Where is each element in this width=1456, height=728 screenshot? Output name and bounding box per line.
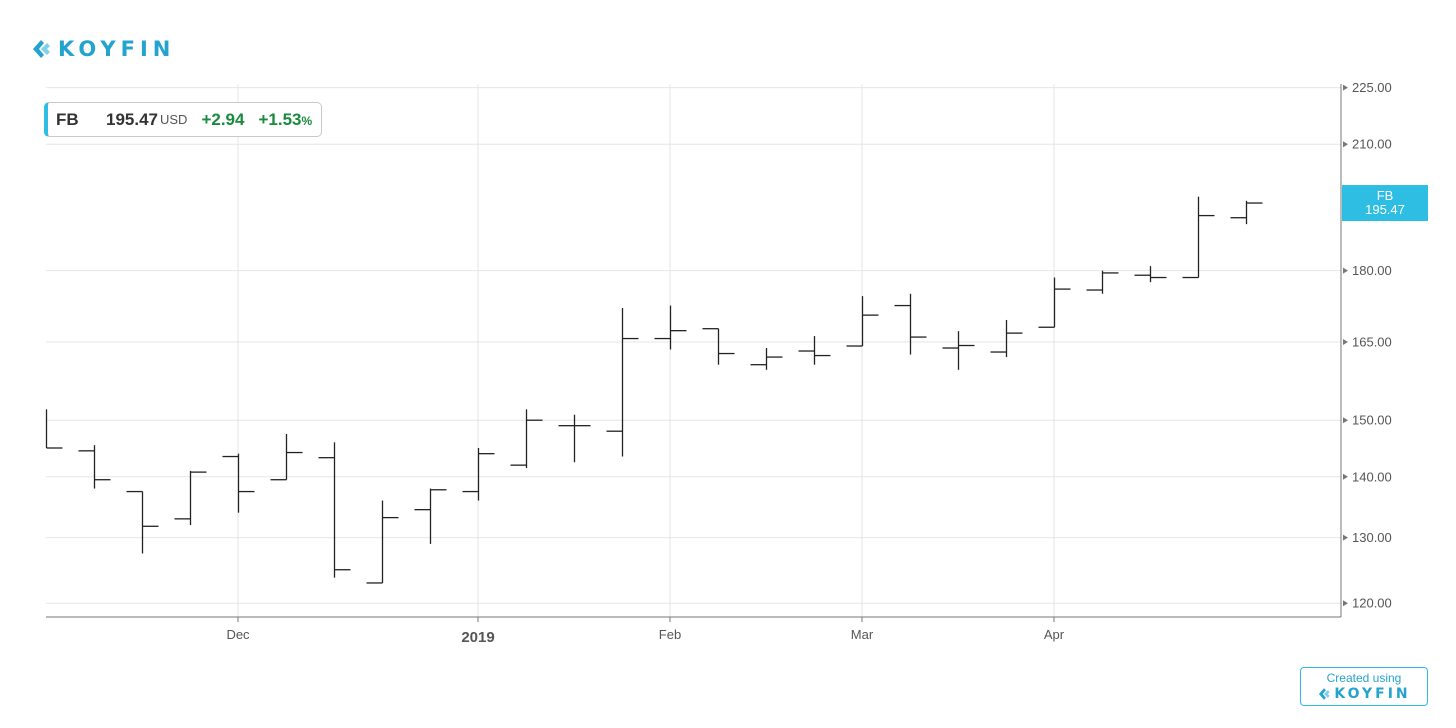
credit-logo: KOYFIN xyxy=(1301,686,1427,702)
y-tick-label: 140.00 xyxy=(1352,469,1392,484)
ohlc-bar xyxy=(558,414,591,463)
y-tick-arrow xyxy=(1343,141,1348,148)
x-tick-label: Mar xyxy=(851,627,874,642)
ohlc-bar xyxy=(222,453,255,513)
credit-logo-text: KOYFIN xyxy=(1334,686,1411,702)
koyfin-logo-icon xyxy=(33,40,50,58)
y-tick-arrow xyxy=(1343,534,1348,541)
x-tick-label: 2019 xyxy=(461,629,494,646)
quote-ticker: FB xyxy=(56,109,79,129)
koyfin-logo: KOYFIN xyxy=(30,36,175,62)
y-tick-label: 180.00 xyxy=(1352,263,1392,278)
ohlc-bar xyxy=(894,293,927,355)
y-tick-label: 150.00 xyxy=(1352,413,1392,428)
price-tag xyxy=(1342,185,1428,222)
ohlc-bar xyxy=(45,409,63,449)
ohlc-bar xyxy=(1182,196,1215,279)
y-tick-arrow xyxy=(1343,267,1348,274)
ohlc-bar xyxy=(318,442,351,578)
y-tick-label: 120.00 xyxy=(1352,596,1392,611)
ohlc-bar xyxy=(414,488,447,544)
y-tick-arrow xyxy=(1343,600,1348,607)
ohlc-bar xyxy=(798,336,831,365)
quote-change-pct-value: +1.53 xyxy=(258,109,302,129)
ohlc-bar xyxy=(126,490,159,554)
ohlc-bar xyxy=(510,409,543,469)
ohlc-bar xyxy=(942,331,975,370)
y-tick-label: 130.00 xyxy=(1352,530,1392,545)
koyfin-logo-text: KOYFIN xyxy=(58,37,176,61)
price-tag-ticker: FB xyxy=(1377,188,1394,203)
koyfin-credit-icon xyxy=(1319,688,1331,700)
created-using-badge[interactable]: Created using KOYFIN xyxy=(1300,667,1428,706)
ohlc-bar xyxy=(654,305,687,350)
ohlc-bar xyxy=(606,307,639,457)
y-tick-arrow xyxy=(1343,339,1348,346)
ohlc-bar xyxy=(990,319,1023,358)
ohlc-bar xyxy=(78,445,111,489)
x-tick-label: Dec xyxy=(226,627,250,642)
price-tag-value: 195.47 xyxy=(1365,202,1405,217)
ohlc-bar xyxy=(1134,266,1167,283)
x-tick-label: Feb xyxy=(659,627,681,642)
quote-change-pct: +1.53% xyxy=(258,110,312,130)
ohlc-bar xyxy=(462,448,495,501)
ohlc-bar xyxy=(846,296,879,347)
y-tick-label: 225.00 xyxy=(1352,80,1392,95)
quote-currency: USD xyxy=(160,112,188,127)
y-tick-label: 210.00 xyxy=(1352,137,1392,152)
ohlc-bar xyxy=(366,500,399,584)
ohlc-bar xyxy=(174,470,207,526)
y-tick-arrow xyxy=(1343,417,1348,424)
ohlc-bar xyxy=(1086,270,1119,294)
ohlc-bar xyxy=(270,433,303,481)
quote-pct-symbol: % xyxy=(301,113,313,128)
ohlc-bar xyxy=(702,328,735,365)
ohlc-bar xyxy=(750,348,783,370)
x-tick-label: Apr xyxy=(1044,627,1065,642)
quote-box: FB 195.47 USD +2.94 +1.53% xyxy=(44,102,322,137)
y-tick-arrow xyxy=(1343,84,1348,91)
quote-change: +2.94 xyxy=(201,109,245,129)
y-tick-label: 165.00 xyxy=(1352,335,1392,350)
created-using-text: Created using xyxy=(1326,671,1402,685)
y-tick-arrow xyxy=(1343,473,1348,480)
quote-price: 195.47 xyxy=(106,109,158,129)
ohlc-bar xyxy=(1038,277,1071,328)
ohlc-bar xyxy=(1230,200,1263,225)
